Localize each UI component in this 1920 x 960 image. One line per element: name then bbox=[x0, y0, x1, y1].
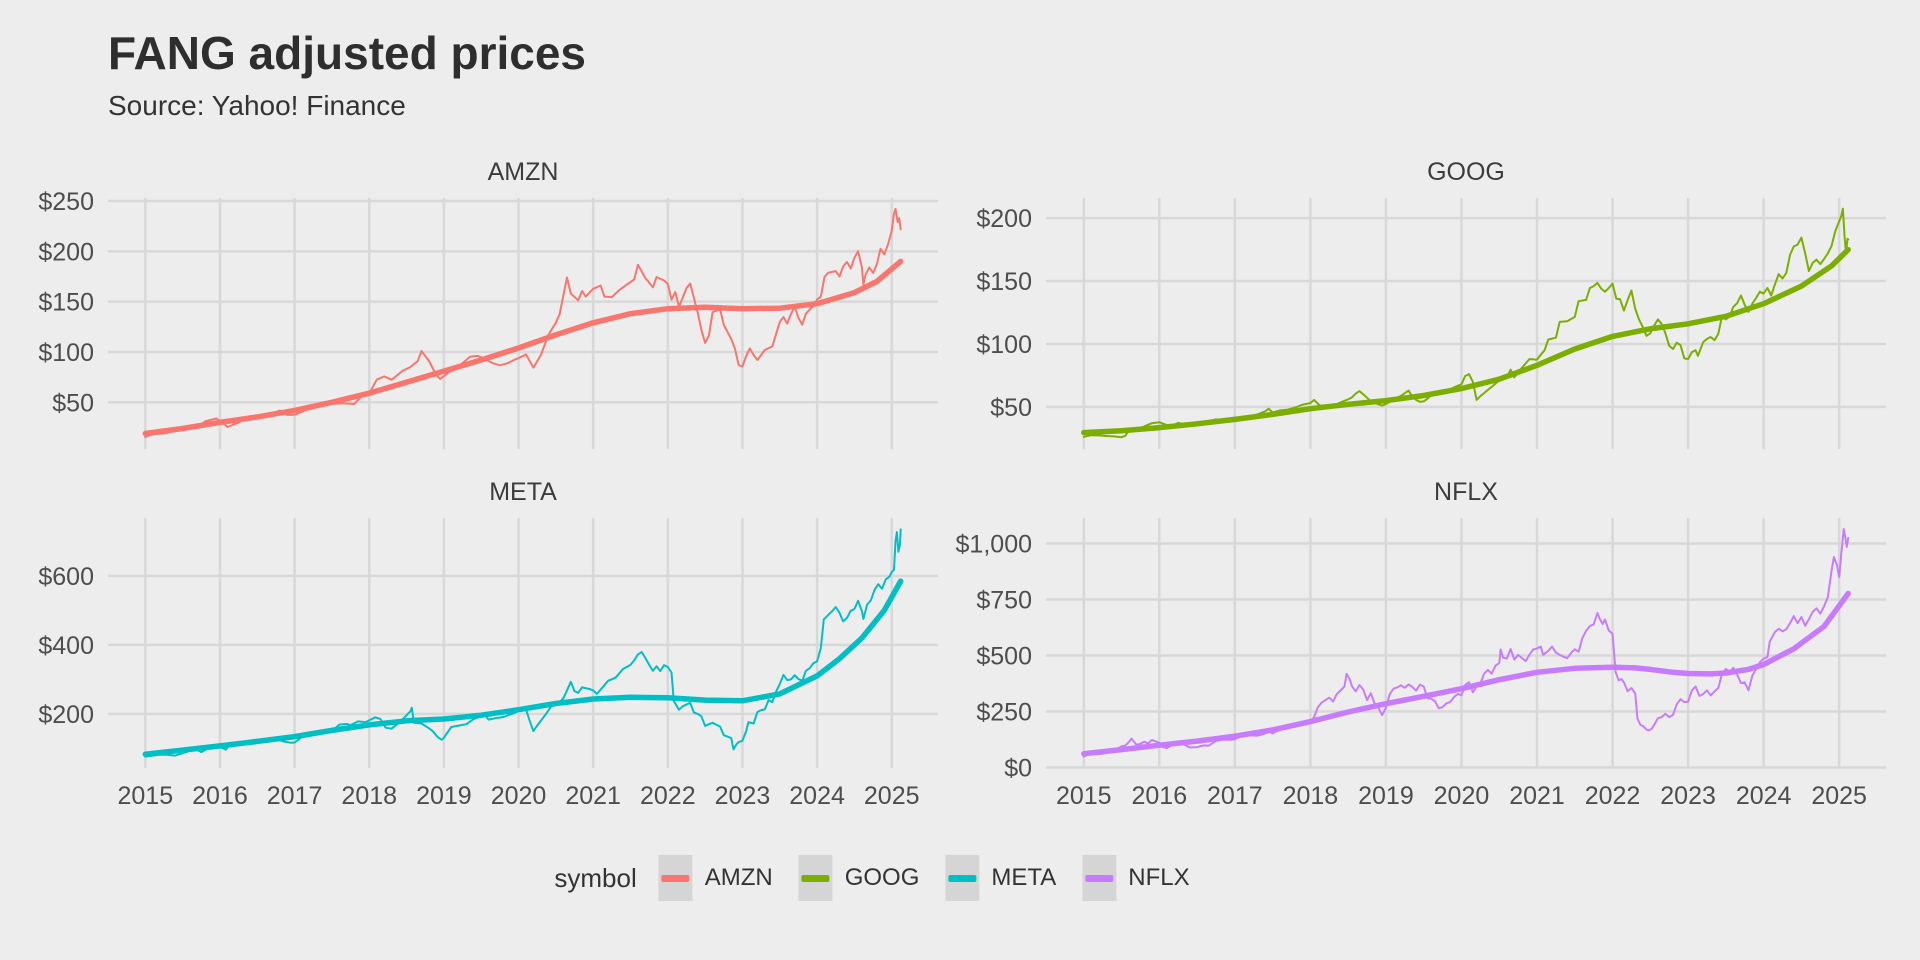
legend-item-meta: META bbox=[945, 855, 1056, 901]
x-tick-label-nflx-2022: 2022 bbox=[1585, 782, 1641, 810]
x-tick-label-meta-2023: 2023 bbox=[715, 782, 771, 810]
legend-item-goog: GOOG bbox=[798, 855, 920, 901]
y-tick-label-nflx-3: $750 bbox=[976, 587, 1032, 615]
plot-subtitle: Source: Yahoo! Finance bbox=[108, 90, 406, 121]
price-line-goog bbox=[1082, 207, 1850, 439]
legend-key-goog bbox=[798, 855, 833, 901]
x-tick-label-nflx-2019: 2019 bbox=[1358, 782, 1414, 810]
x-tick-label-meta-2024: 2024 bbox=[789, 782, 845, 810]
y-tick-label-meta-1: $400 bbox=[38, 632, 94, 660]
price-line-meta bbox=[144, 528, 902, 758]
x-tick-label-nflx-2017: 2017 bbox=[1207, 782, 1263, 810]
y-tick-label-nflx-4: $1,000 bbox=[956, 531, 1032, 559]
panel-title-meta: META bbox=[489, 478, 557, 506]
legend-item-amzn: AMZN bbox=[658, 855, 773, 901]
legend-title: symbol bbox=[554, 862, 637, 893]
y-tick-label-goog-1: $100 bbox=[976, 331, 1032, 359]
x-tick-label-nflx-2023: 2023 bbox=[1660, 782, 1716, 810]
y-tick-label-amzn-1: $100 bbox=[38, 339, 94, 367]
y-tick-label-nflx-0: $0 bbox=[1004, 755, 1032, 783]
x-tick-label-meta-2015: 2015 bbox=[118, 782, 174, 810]
legend-key-line-amzn bbox=[661, 874, 690, 882]
x-tick-label-nflx-2016: 2016 bbox=[1131, 782, 1187, 810]
legend-label-nflx: NFLX bbox=[1128, 864, 1190, 891]
legend-item-nflx: NFLX bbox=[1082, 855, 1190, 901]
legend-key-line-nflx bbox=[1085, 874, 1114, 882]
x-tick-label-nflx-2025: 2025 bbox=[1811, 782, 1867, 810]
legend-key-line-meta bbox=[948, 874, 977, 882]
smooth-line-nflx bbox=[1081, 590, 1851, 757]
x-tick-label-meta-2022: 2022 bbox=[640, 782, 696, 810]
plot-title: FANG adjusted prices bbox=[108, 27, 587, 79]
smooth-line-meta bbox=[142, 578, 904, 757]
panel-title-amzn: AMZN bbox=[488, 158, 559, 186]
y-tick-label-goog-2: $150 bbox=[976, 268, 1032, 296]
x-tick-label-meta-2020: 2020 bbox=[491, 782, 547, 810]
legend-label-goog: GOOG bbox=[844, 864, 920, 891]
x-tick-label-nflx-2024: 2024 bbox=[1736, 782, 1792, 810]
x-tick-label-meta-2016: 2016 bbox=[192, 782, 248, 810]
y-tick-label-meta-0: $200 bbox=[38, 701, 94, 729]
y-tick-label-nflx-2: $500 bbox=[976, 643, 1032, 671]
legend-key-meta bbox=[945, 855, 980, 901]
legend-key-nflx bbox=[1082, 855, 1117, 901]
panel-title-nflx: NFLX bbox=[1434, 478, 1498, 506]
x-tick-label-nflx-2015: 2015 bbox=[1056, 782, 1112, 810]
legend: symbol AMZN GOOG META NFLX bbox=[554, 855, 1215, 901]
x-tick-label-meta-2017: 2017 bbox=[267, 782, 323, 810]
legend-key-amzn bbox=[658, 855, 693, 901]
x-tick-label-meta-2019: 2019 bbox=[416, 782, 472, 810]
y-tick-label-amzn-0: $50 bbox=[52, 389, 94, 417]
price-line-nflx bbox=[1082, 528, 1850, 758]
legend-key-line-goog bbox=[801, 874, 830, 882]
y-tick-label-goog-0: $50 bbox=[990, 394, 1032, 422]
legend-label-amzn: AMZN bbox=[704, 864, 773, 891]
y-tick-label-nflx-1: $250 bbox=[976, 699, 1032, 727]
x-tick-label-meta-2025: 2025 bbox=[864, 782, 920, 810]
smooth-line-amzn bbox=[142, 258, 904, 437]
y-tick-label-amzn-3: $200 bbox=[38, 238, 94, 266]
y-tick-label-meta-2: $600 bbox=[38, 563, 94, 591]
x-tick-label-nflx-2018: 2018 bbox=[1283, 782, 1339, 810]
x-tick-label-nflx-2021: 2021 bbox=[1509, 782, 1565, 810]
legend-label-meta: META bbox=[991, 864, 1057, 891]
smooth-line-goog bbox=[1081, 246, 1851, 436]
x-tick-label-nflx-2020: 2020 bbox=[1434, 782, 1490, 810]
panel-title-goog: GOOG bbox=[1427, 158, 1505, 186]
y-tick-label-amzn-2: $150 bbox=[38, 289, 94, 317]
x-tick-label-meta-2021: 2021 bbox=[565, 782, 621, 810]
y-tick-label-amzn-4: $250 bbox=[38, 188, 94, 216]
x-tick-label-meta-2018: 2018 bbox=[341, 782, 397, 810]
y-tick-label-goog-3: $200 bbox=[976, 205, 1032, 233]
